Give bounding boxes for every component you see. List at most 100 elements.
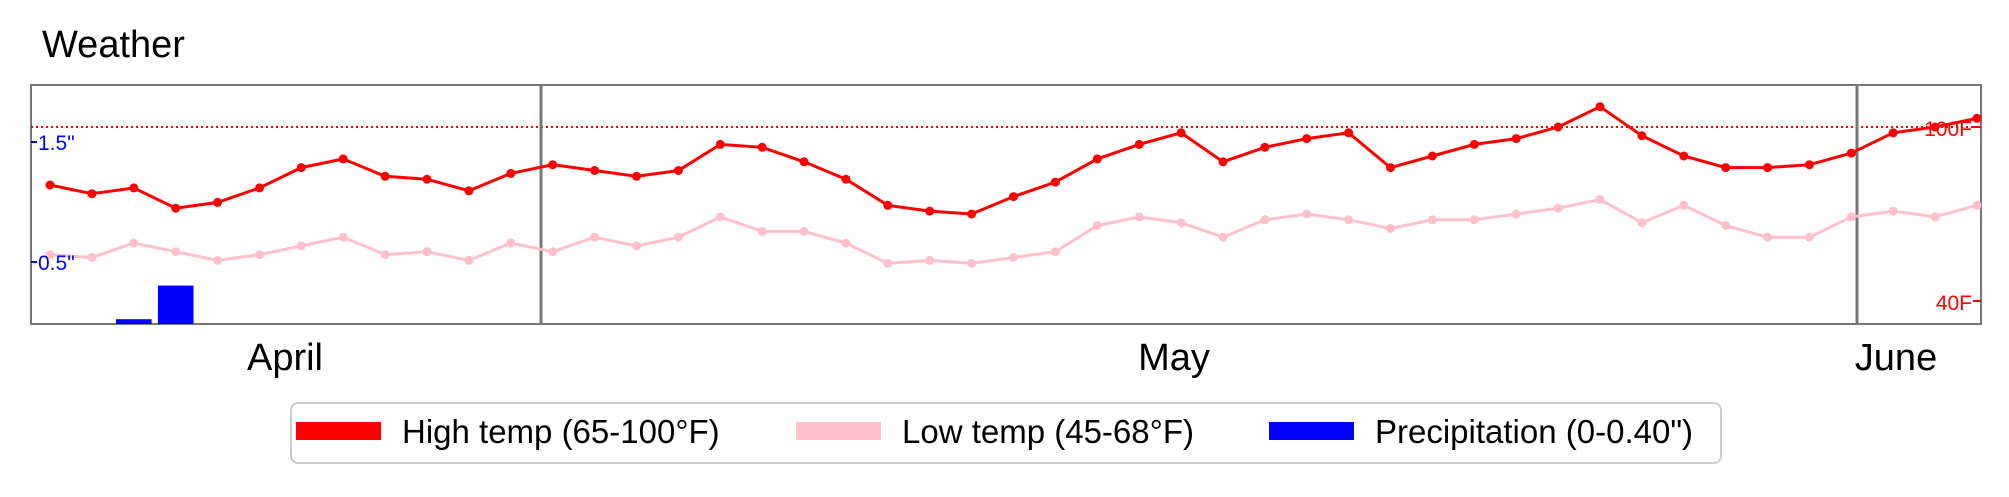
left-tick-label-0-5: 0.5" (38, 252, 75, 275)
low-temp-point-46 (1930, 212, 1940, 222)
low-temp-point-28 (1176, 218, 1186, 228)
plot-frame (30, 84, 1982, 325)
legend-swatch-precip (1269, 422, 1354, 440)
high-temp-point-17 (715, 139, 725, 149)
low-temp-point-16 (673, 232, 683, 242)
right-tick-label-100f: 100F (1924, 118, 1972, 141)
low-temp-point-43 (1804, 232, 1814, 242)
low-temp-point-13 (548, 247, 558, 257)
high-temp-point-31 (1302, 134, 1312, 144)
high-temp-point-12 (506, 168, 516, 178)
low-temp-series (45, 195, 1982, 268)
high-temp-point-1 (45, 180, 55, 190)
low-temp-point-15 (632, 241, 641, 251)
precip-bar-3 (116, 319, 152, 324)
low-temp-point-27 (1134, 212, 1144, 222)
low-temp-point-3 (129, 238, 139, 248)
high-temp-point-10 (422, 174, 432, 184)
high-temp-point-41 (1721, 163, 1731, 173)
low-temp-point-6 (255, 250, 264, 260)
high-temp-point-2 (87, 189, 97, 199)
legend-box (290, 402, 1722, 464)
high-temp-point-44 (1846, 148, 1856, 158)
low-temp-point-12 (506, 238, 516, 248)
high-temp-point-7 (296, 163, 306, 173)
low-temp-point-29 (1218, 232, 1228, 242)
high-temp-point-35 (1469, 139, 1479, 149)
legend: High temp (65-100°F) Low temp (45-68°F) … (290, 402, 1722, 464)
high-temp-point-40 (1679, 151, 1689, 161)
low-temp-point-1 (45, 250, 55, 260)
high-temp-point-11 (464, 186, 474, 196)
left-tick-label-1-5: 1.5" (38, 132, 75, 155)
low-temp-point-24 (1009, 253, 1018, 262)
low-temp-point-34 (1427, 215, 1437, 225)
legend-label-precip: Precipitation (0-0.40") (1375, 413, 1693, 450)
precip-bar-4 (157, 285, 194, 324)
high-temp-point-27 (1134, 139, 1144, 149)
low-temp-point-42 (1763, 232, 1772, 242)
right-tick-label-40f: 40F (1936, 292, 1972, 315)
high-temp-series (45, 102, 1982, 219)
high-temp-point-3 (129, 183, 139, 193)
high-temp-point-39 (1637, 131, 1647, 141)
month-label-june: June (1855, 337, 1937, 379)
low-temp-point-30 (1260, 215, 1270, 225)
high-temp-point-14 (590, 166, 600, 175)
legend-swatch-low (796, 422, 881, 440)
high-temp-point-47 (1972, 113, 1982, 123)
high-temp-point-16 (673, 166, 683, 175)
low-temp-point-31 (1302, 209, 1312, 219)
low-temp-point-44 (1846, 212, 1856, 222)
low-temp-point-20 (841, 238, 851, 248)
high-temp-point-9 (380, 171, 390, 181)
high-temp-point-24 (1009, 192, 1018, 202)
low-temp-point-17 (715, 212, 725, 222)
high-temp-point-46 (1930, 122, 1940, 132)
low-temp-point-19 (799, 226, 809, 236)
high-temp-point-33 (1386, 163, 1395, 173)
high-temp-point-21 (883, 200, 893, 210)
low-temp-point-22 (925, 255, 935, 265)
low-temp-point-9 (380, 250, 390, 260)
low-temp-point-41 (1721, 221, 1731, 231)
high-temp-point-22 (925, 206, 935, 216)
high-temp-point-13 (548, 160, 558, 170)
low-temp-point-21 (883, 258, 893, 268)
low-temp-point-35 (1469, 215, 1479, 225)
low-temp-point-38 (1595, 195, 1605, 204)
high-temp-point-32 (1344, 128, 1354, 138)
legend-swatch-high (296, 422, 381, 440)
low-temp-point-8 (338, 232, 348, 242)
high-temp-point-4 (171, 203, 181, 213)
high-temp-point-42 (1763, 163, 1772, 173)
low-temp-point-4 (171, 247, 181, 257)
month-label-may: May (1138, 337, 1210, 379)
high-temp-point-19 (799, 157, 809, 167)
low-temp-point-33 (1386, 224, 1395, 233)
low-temp-point-11 (464, 255, 474, 265)
high-temp-point-26 (1092, 154, 1102, 164)
low-temp-point-23 (967, 258, 977, 268)
low-temp-point-40 (1679, 200, 1689, 210)
high-temp-point-20 (841, 174, 851, 184)
high-temp-point-34 (1427, 151, 1437, 161)
high-temp-point-37 (1553, 122, 1563, 132)
low-temp-point-18 (757, 226, 767, 236)
high-temp-point-30 (1260, 142, 1270, 152)
legend-label-low: Low temp (45-68°F) (902, 413, 1194, 450)
legend-label-high: High temp (65-100°F) (402, 413, 720, 450)
high-temp-point-6 (255, 183, 264, 193)
low-temp-point-26 (1092, 221, 1102, 231)
high-temp-point-15 (632, 171, 641, 181)
low-temp-point-10 (422, 247, 432, 257)
low-temp-point-2 (87, 253, 97, 262)
high-temp-point-45 (1888, 128, 1898, 138)
high-temp-point-28 (1176, 128, 1186, 138)
low-temp-point-47 (1972, 200, 1982, 210)
low-temp-point-36 (1511, 209, 1521, 219)
high-temp-point-38 (1595, 102, 1605, 112)
precipitation-bars (116, 285, 194, 324)
